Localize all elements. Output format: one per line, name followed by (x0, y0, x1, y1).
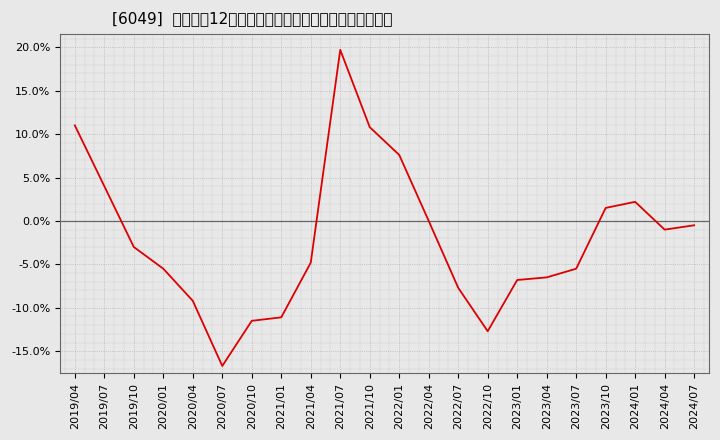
Text: [6049]  売上高の12か月移動合計の対前年同期増減率の推移: [6049] 売上高の12か月移動合計の対前年同期増減率の推移 (112, 11, 392, 26)
